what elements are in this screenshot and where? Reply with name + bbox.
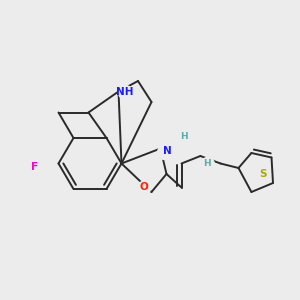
Text: H: H <box>180 132 188 141</box>
Text: H: H <box>203 159 211 168</box>
Text: F: F <box>31 161 38 172</box>
Text: S: S <box>259 169 266 179</box>
Text: NH: NH <box>116 86 133 97</box>
Text: N: N <box>164 146 172 157</box>
Text: O: O <box>139 182 148 193</box>
